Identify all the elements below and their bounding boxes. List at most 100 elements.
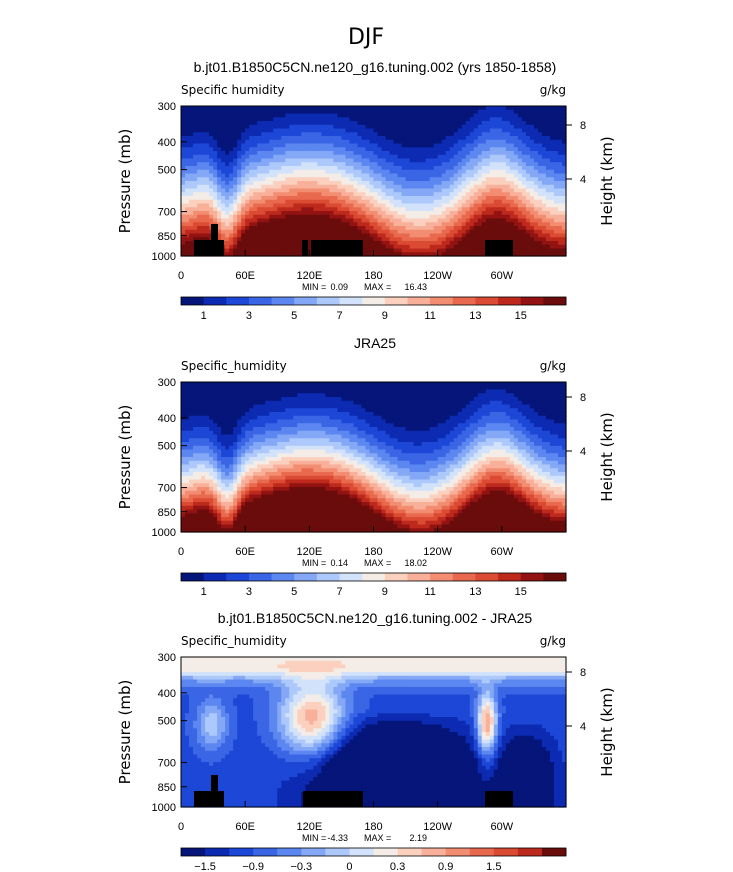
field-cell: [301, 117, 306, 122]
field-cell: [561, 218, 567, 223]
field-cell: [333, 199, 339, 205]
field-cell: [437, 203, 443, 208]
colorbar-swatch: [520, 297, 544, 305]
field-cell: [533, 218, 539, 223]
field-cell: [193, 442, 198, 447]
field-cell: [185, 423, 190, 428]
field-cell: [545, 214, 551, 220]
field-cell: [209, 158, 214, 163]
field-cell: [277, 423, 282, 428]
field-cell: [341, 199, 347, 205]
field-cell: [289, 121, 294, 126]
field-cell: [333, 109, 339, 115]
field-cell: [217, 468, 222, 473]
field-cell: [213, 181, 218, 186]
field-cell: [417, 237, 423, 242]
field-cell: [217, 173, 222, 178]
field-cell: [529, 113, 535, 118]
field-cell: [257, 472, 262, 477]
field-cell: [497, 151, 503, 156]
field-cell: [197, 385, 202, 391]
field-cell: [397, 222, 403, 227]
field-cell: [189, 479, 194, 484]
field-cell: [337, 106, 343, 111]
field-cell: [189, 184, 194, 190]
field-cell: [281, 124, 286, 130]
field-cell: [321, 229, 326, 235]
field-cell: [469, 162, 475, 167]
field-cell: [545, 124, 551, 130]
field-cell: [409, 199, 415, 205]
field-cell: [253, 222, 258, 227]
field-cell: [265, 434, 270, 439]
field-cell: [561, 192, 567, 197]
field-cell: [537, 128, 543, 133]
field-cell: [261, 151, 266, 156]
field-cell: [277, 490, 282, 496]
field-cell: [233, 460, 238, 466]
field-cell: [393, 214, 399, 220]
field-cell: [205, 520, 210, 526]
field-cell: [293, 117, 298, 122]
field-cell: [545, 222, 551, 227]
field-cell: [501, 226, 507, 231]
field-cell: [181, 438, 186, 443]
field-cell: [221, 445, 226, 451]
field-cell: [473, 199, 479, 205]
field-cell: [285, 214, 290, 220]
field-cell: [229, 389, 234, 394]
field-cell: [209, 106, 214, 111]
field-cell: [525, 203, 531, 208]
field-cell: [465, 218, 471, 223]
field-cell: [313, 147, 318, 152]
field-cell: [421, 139, 427, 145]
field-cell: [185, 487, 190, 492]
field-cell: [477, 199, 483, 205]
field-cell: [389, 222, 395, 227]
field-cell: [349, 139, 355, 145]
field-cell: [533, 106, 539, 111]
field-cell: [437, 211, 443, 216]
field-cell: [389, 173, 395, 178]
field-cell: [501, 211, 507, 216]
field-cell: [209, 404, 214, 409]
field-cell: [249, 468, 254, 473]
field-cell: [453, 154, 459, 160]
field-cell: [217, 154, 222, 160]
field-cell: [217, 192, 222, 197]
field-cell: [369, 166, 375, 171]
field-cell: [417, 113, 423, 118]
field-cell: [553, 222, 559, 227]
field-cell: [417, 162, 423, 167]
field-cell: [373, 117, 379, 122]
field-cell: [337, 181, 343, 186]
field-cell: [229, 177, 234, 182]
field-cell: [397, 199, 403, 205]
field-cell: [245, 427, 250, 432]
field-cell: [513, 188, 519, 193]
field-cell: [265, 241, 270, 246]
field-cell: [205, 136, 210, 141]
field-cell: [557, 177, 563, 182]
field-cell: [201, 520, 206, 526]
field-cell: [445, 181, 451, 186]
field-cell: [241, 151, 246, 156]
field-cell: [473, 218, 479, 223]
field-cell: [285, 400, 290, 406]
field-cell: [197, 434, 202, 439]
field-cell: [261, 502, 266, 507]
field-cell: [505, 162, 511, 167]
field-cell: [277, 393, 282, 398]
field-cell: [217, 430, 222, 436]
field-cell: [365, 173, 371, 178]
field-cell: [193, 214, 198, 220]
field-cell: [517, 241, 523, 246]
field-cell: [233, 430, 238, 436]
field-cell: [273, 427, 278, 432]
field-cell: [221, 498, 226, 503]
field-cell: [373, 151, 379, 156]
field-cell: [225, 472, 230, 477]
field-cell: [209, 147, 214, 152]
field-cell: [541, 166, 547, 171]
field-cell: [221, 222, 226, 227]
